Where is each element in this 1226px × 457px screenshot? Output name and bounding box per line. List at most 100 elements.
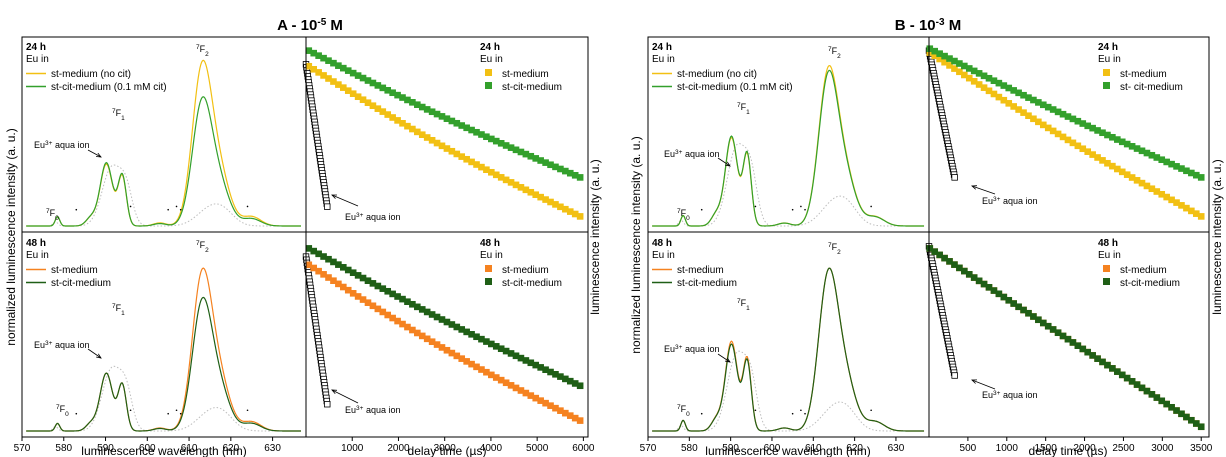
decay-marker-1 xyxy=(497,140,505,147)
marker-dot xyxy=(804,412,806,415)
legend-swatch-square xyxy=(485,265,492,272)
decay-marker-1 xyxy=(562,375,569,383)
legend-title: 48 h xyxy=(652,238,672,249)
panel-heading-B: B - 10-3 M xyxy=(895,17,961,35)
decay-marker-1 xyxy=(931,47,939,55)
decay-marker-0 xyxy=(418,332,426,340)
decay-marker-0 xyxy=(547,198,554,206)
legend-label: st-medium xyxy=(1120,265,1167,276)
panel-b-decay-y-axis-label: luminescence intensity (a. u.) xyxy=(1210,159,1224,314)
decay-marker-0 xyxy=(507,179,515,186)
aqua-ion-arrow xyxy=(87,348,102,359)
decay-marker-0 xyxy=(542,196,549,203)
decay-marker-1 xyxy=(537,364,544,371)
decay-marker-0 xyxy=(369,102,377,109)
panel-a-spectrum-x-axis: 570 580 590 600 610 620 630 xyxy=(14,437,281,454)
decay-marker-1 xyxy=(428,108,436,116)
spectrum-plot-A-top xyxy=(26,59,301,227)
decay-marker-0 xyxy=(433,139,441,147)
panel-a-x-axis-label: luminescence wavelength (nm) xyxy=(81,444,246,457)
decay-marker-0 xyxy=(1010,103,1017,110)
decay-marker-1 xyxy=(414,101,421,108)
decay-marker-1 xyxy=(1138,384,1146,392)
decay-marker-1 xyxy=(926,45,934,52)
decay-marker-0 xyxy=(1153,188,1161,195)
panel-b-x-axis-label: luminescence wavelength (nm) xyxy=(705,444,870,457)
decay-marker-0 xyxy=(374,305,382,313)
decay-marker-1 xyxy=(1064,113,1072,120)
decay-marker-1 xyxy=(1025,309,1032,317)
decay-marker-0 xyxy=(325,75,332,82)
decay-marker-1 xyxy=(404,96,411,104)
decay-marker-1 xyxy=(1163,400,1170,408)
legend-title: 24 h xyxy=(26,42,46,53)
decay-marker-1 xyxy=(1020,91,1027,99)
decay-marker-1 xyxy=(1138,147,1146,155)
decay-marker-1 xyxy=(315,52,322,59)
decay-marker-0 xyxy=(492,374,500,381)
decay-marker-1 xyxy=(995,79,1003,87)
legend-swatch-square xyxy=(485,69,492,76)
aqua-ion-label-b-bot: Eu3+ aqua ion xyxy=(664,344,719,355)
decay-marker-0 xyxy=(931,52,939,60)
marker-dot xyxy=(754,205,757,208)
decay-marker-1 xyxy=(399,94,406,101)
decay-marker-1 xyxy=(369,280,377,287)
decay-marker-1 xyxy=(1114,136,1121,143)
decay-marker-1 xyxy=(492,343,500,350)
decay-marker-0 xyxy=(468,360,475,368)
decay-marker-1 xyxy=(1064,335,1072,343)
legend-label: st-cit-medium xyxy=(51,278,111,289)
decay-marker-1 xyxy=(542,366,549,374)
decay-marker-0 xyxy=(532,394,540,402)
legend-subtitle: Eu in xyxy=(26,250,49,261)
decay-marker-0 xyxy=(448,349,456,357)
decay-marker-1 xyxy=(941,52,948,60)
legend-label: st-medium (no cit) xyxy=(51,69,131,80)
legend-title: 24 h xyxy=(1098,42,1118,53)
decay-marker-1 xyxy=(364,277,372,285)
panel-a-decay-y-axis-label: luminescence intensity (a. u.) xyxy=(588,159,602,314)
decay-marker-1 xyxy=(571,171,579,179)
decay-marker-0 xyxy=(458,355,466,362)
decay-marker-1 xyxy=(527,152,535,160)
decay-marker-1 xyxy=(315,250,322,258)
marker-dot xyxy=(870,205,872,208)
legend-subtitle: Eu in xyxy=(1098,54,1121,65)
aqua-ion-arrowhead xyxy=(725,357,731,363)
decay-marker-0 xyxy=(330,78,337,85)
peak-label-a-bot-f0: 7F0 xyxy=(56,404,69,418)
decay-marker-1 xyxy=(1099,358,1106,366)
legend-subtitle: Eu in xyxy=(480,54,503,65)
decay-marker-0 xyxy=(463,155,470,163)
decay-marker-1 xyxy=(1123,374,1131,382)
tick-label: 2000 xyxy=(387,443,410,454)
tick-label: 4000 xyxy=(480,443,503,454)
decay-marker-1 xyxy=(433,313,441,321)
decay-marker-0 xyxy=(502,379,510,387)
panel-a-decay-x-axis: 1000 2000 3000 4000 5000 6000 xyxy=(341,437,595,454)
decay-marker-1 xyxy=(527,359,535,367)
legend-label: st-cit-medium xyxy=(1120,278,1180,289)
decay-marker-0 xyxy=(340,84,347,91)
tick-label: 620 xyxy=(222,443,239,454)
decay-marker-1 xyxy=(399,295,406,303)
legend-swatch-square xyxy=(1103,265,1110,272)
decay-marker-1 xyxy=(414,303,421,311)
decay-marker-1 xyxy=(926,245,934,252)
decay-marker-1 xyxy=(1015,89,1022,97)
decay-marker-1 xyxy=(931,248,939,255)
decay-marker-1 xyxy=(566,377,574,385)
decay-marker-1 xyxy=(330,258,337,266)
decay-marker-0 xyxy=(537,193,544,201)
decay-marker-0 xyxy=(1133,177,1141,184)
panel-b-spectrum-x-axis: 570 580 590 600 610 620 630 xyxy=(640,437,905,454)
decay-marker-1 xyxy=(384,287,392,295)
decay-marker-1 xyxy=(404,298,411,306)
decay-marker-1 xyxy=(537,157,544,164)
decay-marker-1 xyxy=(1069,115,1077,123)
decay-marker-0 xyxy=(1084,148,1092,155)
marker-dot xyxy=(179,412,182,415)
decay-marker-0 xyxy=(1094,154,1101,161)
